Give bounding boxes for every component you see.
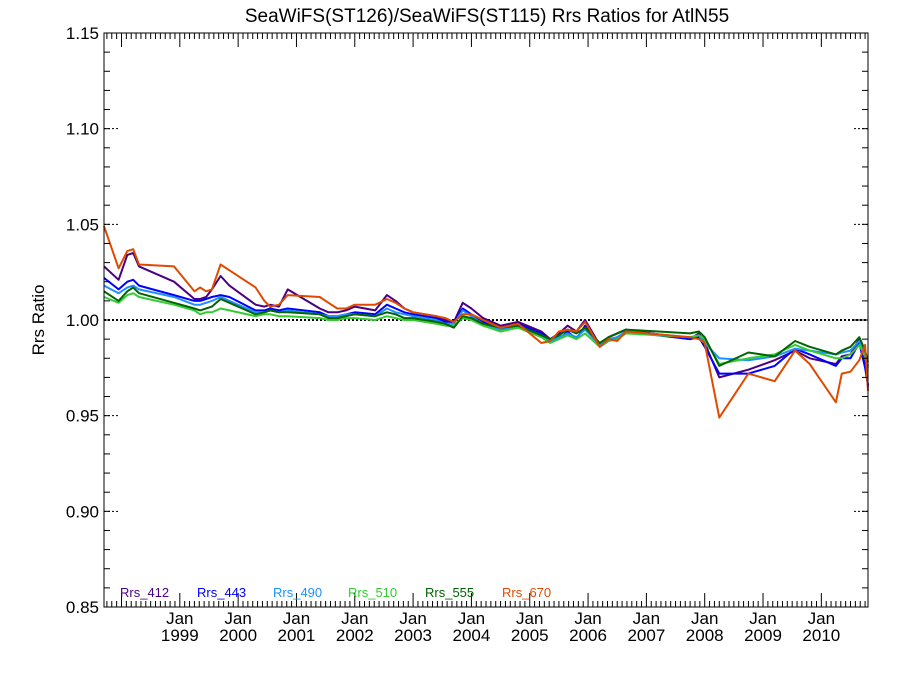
series-line-rrs-555	[103, 286, 869, 367]
chart-title: SeaWiFS(ST126)/SeaWiFS(ST115) Rrs Ratios…	[245, 6, 729, 27]
x-tick-year-label: 2002	[336, 626, 374, 645]
x-tick-year-label: 2005	[511, 626, 549, 645]
x-tick-month-label: Jan	[283, 609, 310, 628]
series-line-rrs-670	[103, 225, 869, 419]
x-tick-month-label: Jan	[341, 609, 368, 628]
y-tick-label: 1.15	[66, 24, 99, 43]
x-tick-year-label: 2006	[569, 626, 607, 645]
legend: Rrs_412 Rrs_443 Rrs_490 Rrs_510 Rrs_555 Rrs_6…	[120, 585, 551, 600]
x-tick-year-label: 2009	[744, 626, 782, 645]
y-tick-label: 0.95	[66, 407, 99, 426]
x-tick-month-label: Jan	[166, 609, 193, 628]
x-tick-year-label: 1999	[161, 626, 199, 645]
y-tick-label: 0.85	[66, 598, 99, 617]
x-tick-month-label: Jan	[224, 609, 251, 628]
legend-entry: Rrs_490	[273, 585, 322, 600]
y-ticks: 1.15 1.10 1.05 1.00 0.95 0.90 0.85	[66, 24, 868, 617]
x-tick-month-label: Jan	[399, 609, 426, 628]
legend-entry: Rrs_555	[425, 585, 474, 600]
x-tick-year-label: 2003	[394, 626, 432, 645]
legend-entry: Rrs_670	[502, 585, 551, 600]
y-axis-label: Rrs Ratio	[29, 285, 48, 356]
x-tick-month-label: Jan	[749, 609, 776, 628]
legend-entry: Rrs_443	[197, 585, 246, 600]
y-tick-label: 1.05	[66, 215, 99, 234]
series-line-rrs-510	[103, 292, 869, 369]
x-tick-month-label: Jan	[808, 609, 835, 628]
series-line-rrs-443	[103, 277, 869, 386]
y-tick-label: 1.00	[66, 311, 99, 330]
x-tick-year-label: 2008	[686, 626, 724, 645]
x-tick-year-label: 2000	[219, 626, 257, 645]
y-tick-label: 1.10	[66, 120, 99, 139]
x-tick-year-label: 2004	[453, 626, 491, 645]
x-tick-year-label: 2001	[278, 626, 316, 645]
x-tick-month-label: Jan	[574, 609, 601, 628]
series-line-rrs-490	[103, 284, 869, 367]
x-tick-month-label: Jan	[516, 609, 543, 628]
series-layer	[103, 225, 869, 419]
x-tick-month-label: Jan	[691, 609, 718, 628]
legend-entry: Rrs_510	[348, 585, 397, 600]
y-tick-label: 0.90	[66, 502, 99, 521]
x-ticks: Jan1999Jan2000Jan2001Jan2002Jan2003Jan20…	[106, 33, 866, 645]
x-tick-month-label: Jan	[633, 609, 660, 628]
legend-entry: Rrs_412	[120, 585, 169, 600]
x-tick-month-label: Jan	[458, 609, 485, 628]
x-tick-year-label: 2010	[802, 626, 840, 645]
x-tick-year-label: 2007	[627, 626, 665, 645]
